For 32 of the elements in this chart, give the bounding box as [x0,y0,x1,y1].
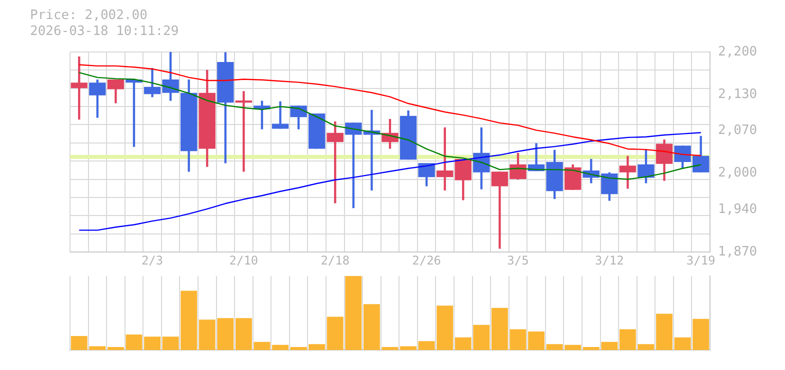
bar [491,308,508,350]
y-tick-label: 1,940 [718,202,758,217]
x-tick-label: 3/19 [686,253,716,268]
x-tick-label: 3/12 [594,253,624,268]
bar [235,318,252,350]
x-tick-label: 3/5 [507,253,529,268]
x-tick-label: 2/3 [141,253,164,268]
candlestick [272,101,289,129]
bar [619,329,636,350]
bar [382,347,398,350]
bar [638,344,654,350]
bar [254,342,270,350]
y-tick-label: 1,870 [718,244,758,260]
chart-title: Price: 2,002.00 [30,8,148,24]
x-tick-label: 2/26 [412,253,442,268]
bar [107,347,124,350]
bar [656,314,673,350]
y-tick-label: 2,130 [718,86,758,102]
y-tick-label: 2,070 [718,123,758,138]
x-tick-label: 2/10 [229,253,258,268]
bar [510,329,526,350]
bar [363,304,380,350]
bar [144,336,161,350]
bar [528,332,545,350]
y-tick-label: 2,200 [718,44,758,60]
bar [400,346,417,350]
chart-subtitle: 2026-03-18 10:11:29 [30,24,179,40]
candlestick [235,91,252,172]
bar [126,334,142,350]
x-tick-label: 2/18 [320,253,350,268]
bar [272,344,289,350]
y-tick-label: 2,000 [718,166,758,181]
